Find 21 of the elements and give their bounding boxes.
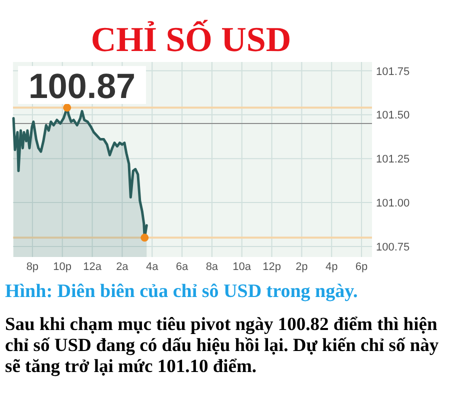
x-tick-label: 2p <box>296 261 308 273</box>
y-tick-label: 101.75 <box>376 66 410 78</box>
y-tick-label: 101.00 <box>376 198 410 210</box>
x-tick-label: 10p <box>53 261 72 273</box>
x-tick-label: 4p <box>325 261 338 273</box>
x-tick-label: 10a <box>232 261 252 273</box>
x-tick-label: 12a <box>83 261 102 273</box>
chart-title: CHỈ SỐ USD <box>90 19 292 59</box>
y-tick-label: 100.75 <box>376 241 410 254</box>
x-tick-label: 4a <box>146 261 160 273</box>
x-tick-label: 8a <box>206 261 219 273</box>
y-tick-label: 101.25 <box>376 154 410 166</box>
x-tick-label: 6p <box>355 261 368 273</box>
annotation: 100.87 <box>28 67 136 106</box>
text: Hình: Diên biên của chỉ sô USD trong ngày. <box>5 281 359 303</box>
x-tick-label: 6a <box>176 261 190 273</box>
x-tick-label: 2a <box>116 261 130 273</box>
text: Sau khi chạm mục tiêu pivot ngày 100.82 điểm thì hiện chỉ số USD đang có dấu hiệu hồi lại. Dự kiến chỉ số này sẽ tăng trở lại mức 101.10 điểm. <box>5 315 440 378</box>
x-tick-label: 12p <box>262 261 281 273</box>
x-tick-label: 8p <box>26 261 39 273</box>
y-tick-label: 101.50 <box>376 110 410 122</box>
